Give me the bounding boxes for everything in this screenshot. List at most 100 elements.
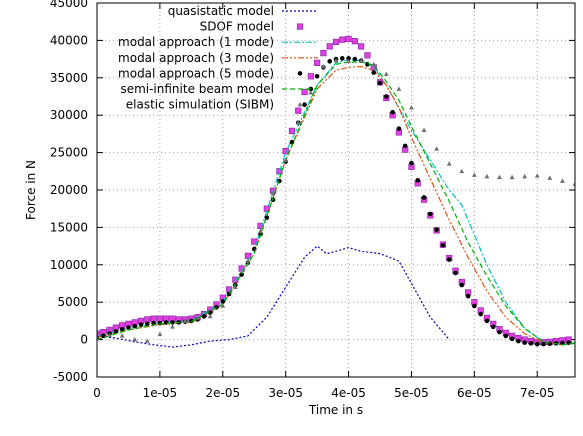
data-point-elastic-simulation-sibm xyxy=(182,318,188,323)
data-point-modal-approach-5-mode xyxy=(465,293,471,299)
data-point-elastic-simulation-sibm xyxy=(358,57,364,63)
series-layer xyxy=(97,35,575,348)
legend-label-semi-infinite-beam-model: semi-infinite beam model xyxy=(120,82,274,96)
data-point-sdof-model xyxy=(301,88,308,96)
data-point-modal-approach-5-mode xyxy=(365,62,370,67)
data-point-modal-approach-5-mode xyxy=(402,143,408,149)
x-tick-label: 2e-05 xyxy=(205,386,240,400)
data-point-elastic-simulation-sibm xyxy=(283,157,289,162)
data-point-modal-approach-5-mode xyxy=(478,311,483,317)
data-point-elastic-simulation-sibm xyxy=(396,86,402,91)
x-tick-label: 5e-05 xyxy=(394,386,429,400)
data-point-modal-approach-5-mode xyxy=(509,336,515,342)
x-tick-label: 4e-05 xyxy=(331,386,366,400)
data-point-elastic-simulation-sibm xyxy=(295,120,301,125)
data-point-modal-approach-5-mode xyxy=(201,314,207,319)
y-tick-label: 25000 xyxy=(50,146,88,160)
data-point-sdof-model xyxy=(345,35,352,43)
data-point-modal-approach-5-mode xyxy=(371,70,377,75)
data-point-modal-approach-5-mode xyxy=(339,56,345,61)
y-tick-label: 5000 xyxy=(57,295,88,309)
data-point-elastic-simulation-sibm xyxy=(132,337,138,342)
legend-sample-modal-approach-5-mode xyxy=(297,71,303,76)
data-point-elastic-simulation-sibm xyxy=(547,175,553,180)
y-tick-label: 35000 xyxy=(50,71,88,85)
data-point-elastic-simulation-sibm xyxy=(509,174,515,180)
legend-label-modal-approach-1-mode: modal approach (1 mode) xyxy=(118,35,274,49)
y-tick-label: 40000 xyxy=(50,33,88,47)
data-point-modal-approach-5-mode xyxy=(497,329,502,335)
data-point-modal-approach-5-mode xyxy=(503,333,509,339)
data-point-modal-approach-5-mode xyxy=(472,303,477,309)
data-point-sdof-model xyxy=(282,148,289,155)
data-point-modal-approach-5-mode xyxy=(119,326,125,332)
data-point-elastic-simulation-sibm xyxy=(321,63,326,69)
plot-frame xyxy=(96,2,576,378)
data-point-elastic-simulation-sibm xyxy=(471,172,477,177)
data-point-modal-approach-5-mode xyxy=(396,126,402,131)
data-point-elastic-simulation-sibm xyxy=(446,161,452,166)
data-point-modal-approach-5-mode xyxy=(390,109,395,115)
legend-sample-elastic-simulation-sibm xyxy=(297,102,303,107)
data-point-sdof-model xyxy=(326,43,333,50)
y-axis-label: Force in N xyxy=(24,160,38,220)
data-point-modal-approach-5-mode xyxy=(138,322,144,327)
data-point-elastic-simulation-sibm xyxy=(308,90,314,95)
series-elastic-simulation-sibm xyxy=(97,57,575,343)
x-tick-label: 7e-05 xyxy=(520,386,555,400)
data-point-elastic-simulation-sibm xyxy=(434,146,440,151)
y-tick-label: 30000 xyxy=(50,108,88,122)
data-point-sdof-model xyxy=(364,52,371,59)
data-point-modal-approach-5-mode xyxy=(484,318,490,324)
data-point-modal-approach-5-mode xyxy=(415,177,421,183)
data-point-elastic-simulation-sibm xyxy=(144,338,150,343)
data-point-modal-approach-5-mode xyxy=(377,80,383,86)
data-point-sdof-model xyxy=(251,238,258,245)
data-point-elastic-simulation-sibm xyxy=(459,168,465,174)
data-point-elastic-simulation-sibm xyxy=(534,173,540,178)
data-point-modal-approach-5-mode xyxy=(516,338,521,344)
data-point-modal-approach-5-mode xyxy=(100,333,106,339)
x-tick-labels: 0 1e-05 2e-05 3e-05 4e-05 5e-05 6e-05 7e-05 xyxy=(93,386,554,400)
data-point-sdof-model xyxy=(358,43,365,50)
data-point-modal-approach-5-mode xyxy=(157,320,163,326)
y-tick-labels: -5000 0 5000 10000 15000 20000 25000 30000 35000… xyxy=(50,0,88,384)
data-point-modal-approach-5-mode xyxy=(145,321,150,327)
data-point-elastic-simulation-sibm xyxy=(258,228,263,233)
data-point-modal-approach-5-mode xyxy=(239,272,244,277)
data-point-elastic-simulation-sibm xyxy=(497,174,502,180)
data-point-modal-approach-5-mode xyxy=(352,56,358,62)
data-point-modal-approach-5-mode xyxy=(327,59,333,64)
y-tick-label: -5000 xyxy=(53,370,88,384)
data-point-modal-approach-5-mode xyxy=(132,323,138,329)
data-point-sdof-model xyxy=(295,107,302,114)
data-point-elastic-simulation-sibm xyxy=(195,315,201,320)
data-point-modal-approach-5-mode xyxy=(440,243,446,248)
data-point-elastic-simulation-sibm xyxy=(220,303,226,308)
data-point-modal-approach-5-mode xyxy=(421,195,427,200)
data-point-sdof-model xyxy=(156,315,163,322)
data-point-elastic-simulation-sibm xyxy=(170,324,175,329)
y-tick-label: 10000 xyxy=(50,258,88,272)
data-point-elastic-simulation-sibm xyxy=(232,284,238,290)
data-point-modal-approach-5-mode xyxy=(126,325,131,330)
data-point-sdof-model xyxy=(144,316,151,323)
y-tick-label: 45000 xyxy=(50,0,88,10)
data-point-sdof-model xyxy=(320,50,327,57)
data-point-modal-approach-5-mode xyxy=(302,102,307,108)
data-point-sdof-model xyxy=(97,330,101,337)
data-point-sdof-model xyxy=(150,315,157,322)
data-point-elastic-simulation-sibm xyxy=(207,313,213,319)
x-tick-label: 6e-05 xyxy=(457,386,492,400)
series-quasistatic-model xyxy=(97,245,450,348)
series-line-quasistatic-model xyxy=(97,245,450,348)
series-sdof-model xyxy=(97,35,572,346)
y-tick-label: 20000 xyxy=(50,183,88,197)
data-point-modal-approach-5-mode xyxy=(434,227,439,232)
data-point-modal-approach-5-mode xyxy=(534,341,540,347)
data-point-sdof-model xyxy=(332,38,340,45)
legend-label-elastic-simulation-sibm: elastic simulation (SIBM) xyxy=(126,98,274,112)
x-axis-label: Time in s xyxy=(308,403,363,417)
data-point-elastic-simulation-sibm xyxy=(119,333,125,338)
